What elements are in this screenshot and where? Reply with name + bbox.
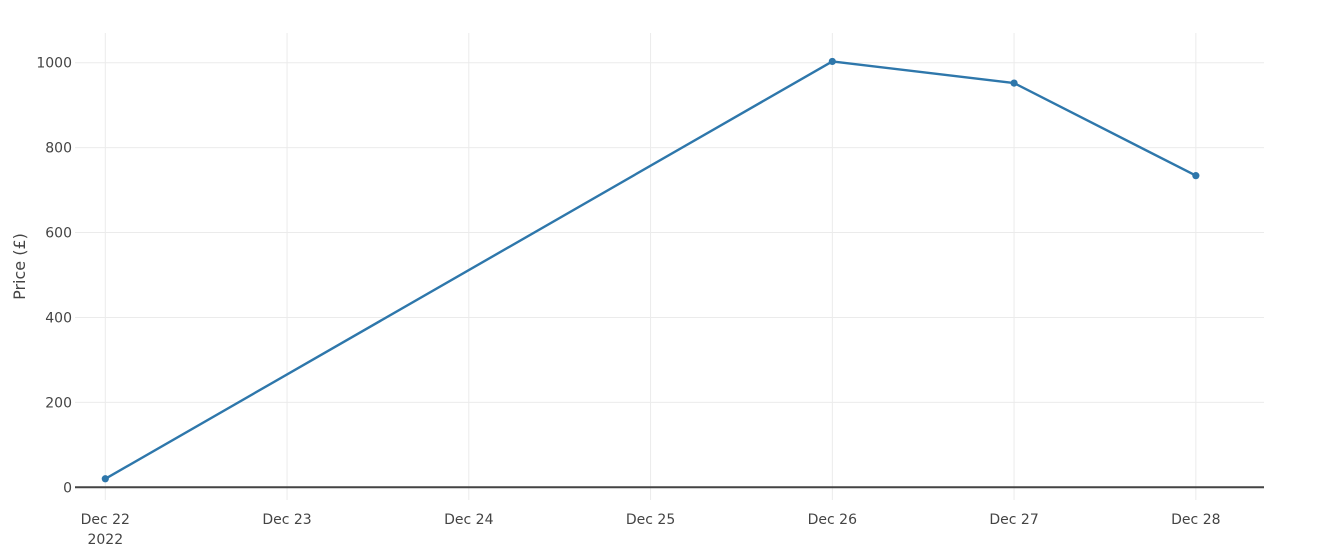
x-tick-label: Dec 26 xyxy=(808,512,857,528)
x-tick-label: Dec 23 xyxy=(262,512,311,528)
x-tick-label: Dec 24 xyxy=(444,512,493,528)
series-layer xyxy=(101,57,1200,483)
x-tick-label: Dec 25 xyxy=(626,512,675,528)
y-axis-title: Price (£) xyxy=(10,233,29,300)
y-tick-labels: 0 200 400 600 800 1000 xyxy=(36,56,72,497)
x-tick-label: Dec 27 xyxy=(989,512,1038,528)
y-tick-label: 0 xyxy=(63,480,72,496)
x-tick-sublabel: 2022 xyxy=(87,532,123,548)
x-tick-label: Dec 28 xyxy=(1171,512,1220,528)
x-gridlines xyxy=(104,33,1197,500)
x-tick-labels: Dec 22 2022 Dec 23 Dec 24 Dec 25 Dec 26 Dec 27… xyxy=(81,512,1221,548)
y-tick-label: 800 xyxy=(45,141,72,157)
y-gridlines xyxy=(75,62,1264,403)
y-tick-label: 400 xyxy=(45,310,72,326)
y-tick-label: 200 xyxy=(45,395,72,411)
data-point[interactable] xyxy=(1010,79,1018,87)
data-point[interactable] xyxy=(828,57,836,66)
data-point[interactable] xyxy=(1192,172,1200,180)
y-tick-label: 600 xyxy=(45,226,72,242)
x-tick-label: Dec 22 xyxy=(81,512,130,528)
series-line xyxy=(104,60,1197,480)
data-point[interactable] xyxy=(101,475,109,483)
y-tick-label: 1000 xyxy=(36,56,72,72)
